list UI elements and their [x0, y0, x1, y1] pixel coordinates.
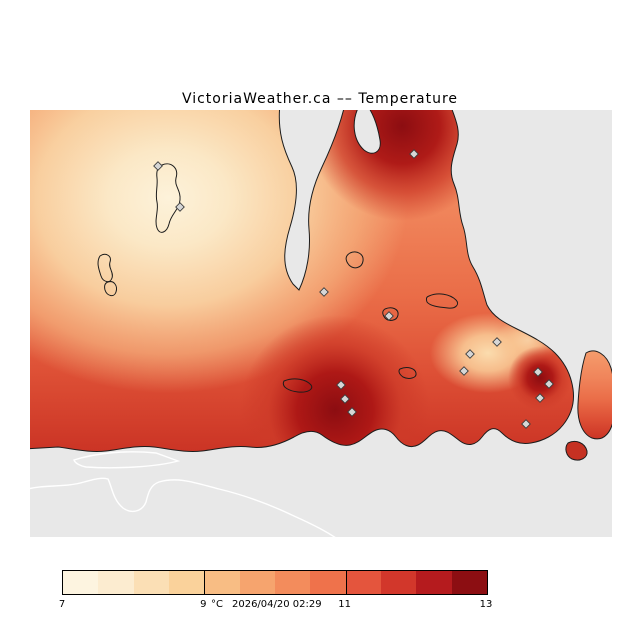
lake-outline-west-2: [104, 281, 117, 297]
station-marker: [340, 394, 350, 404]
temperature-map: [30, 110, 612, 537]
colorbar-tick-label: 11: [338, 599, 352, 610]
colorbar-segment: [451, 571, 487, 594]
hot-area-south-central: [240, 315, 430, 452]
station-marker: [492, 337, 502, 347]
outer-region-coastline: [30, 451, 336, 537]
colorbar-segment: [380, 571, 417, 594]
colorbar-gradient: [63, 571, 487, 594]
colorbar-divider: [345, 571, 347, 594]
colorbar-segment: [310, 571, 346, 594]
map-canvas: [30, 110, 612, 537]
lake-outlines: [97, 163, 459, 393]
colorbar-segment: [416, 571, 452, 594]
colorbar-tick-label: 7: [58, 599, 66, 610]
lake-outline-northwest: [155, 163, 181, 233]
station-marker: [336, 380, 346, 390]
island-southeast: [565, 440, 588, 461]
colorbar-segment: [345, 571, 381, 594]
station-marker: [535, 393, 545, 403]
southern-landmass-outline: [30, 477, 336, 537]
colorbar-segment: [204, 571, 240, 594]
colorbar-segment: [168, 571, 205, 594]
colorbar-tick-label: 13: [479, 599, 493, 610]
lake-outline-central-north: [345, 251, 364, 269]
lake-outline-central: [382, 307, 399, 321]
colorbar-ticks: 7 9 11 13: [58, 599, 493, 612]
hot-area-north: [307, 110, 497, 221]
colorbar-divider: [204, 571, 206, 594]
lake-outline-west-1: [97, 253, 113, 283]
station-marker: [544, 379, 554, 389]
timestamp: 2026/04/20 02:29: [231, 599, 322, 610]
station-marker: [533, 367, 543, 377]
lake-outline-east: [425, 293, 459, 309]
station-marker: [521, 419, 531, 429]
colorbar-segment: [274, 571, 311, 594]
colorbar-segment: [98, 571, 134, 594]
station-marker: [409, 149, 419, 159]
hot-spot-east: [508, 346, 572, 410]
colorbar-segment: [63, 571, 99, 594]
island-east: [577, 350, 612, 440]
colorbar-segment: [133, 571, 169, 594]
station-marker: [319, 287, 329, 297]
colorbar-tick-label: 9: [200, 599, 207, 610]
lake-outline-south: [398, 367, 417, 379]
colorbar-segment: [239, 571, 275, 594]
station-marker: [384, 311, 394, 321]
station-marker: [459, 366, 469, 376]
station-marker: [465, 349, 475, 359]
lake-outline-south-west: [282, 378, 313, 393]
station-marker: [175, 202, 185, 212]
cool-area-northwest: [30, 110, 408, 393]
station-marker: [153, 161, 163, 171]
bay-north-inlet: [353, 110, 381, 154]
temperature-field: [30, 110, 574, 452]
spit-outline: [73, 451, 181, 469]
colorbar: [62, 570, 488, 595]
station-markers-layer: [153, 149, 554, 429]
station-marker: [347, 407, 357, 417]
unit-label: °C: [211, 599, 223, 610]
page-title: VictoriaWeather.ca –– Temperature: [181, 91, 459, 107]
colorbar-caption: °C 2026/04/20 02:29: [211, 599, 322, 610]
